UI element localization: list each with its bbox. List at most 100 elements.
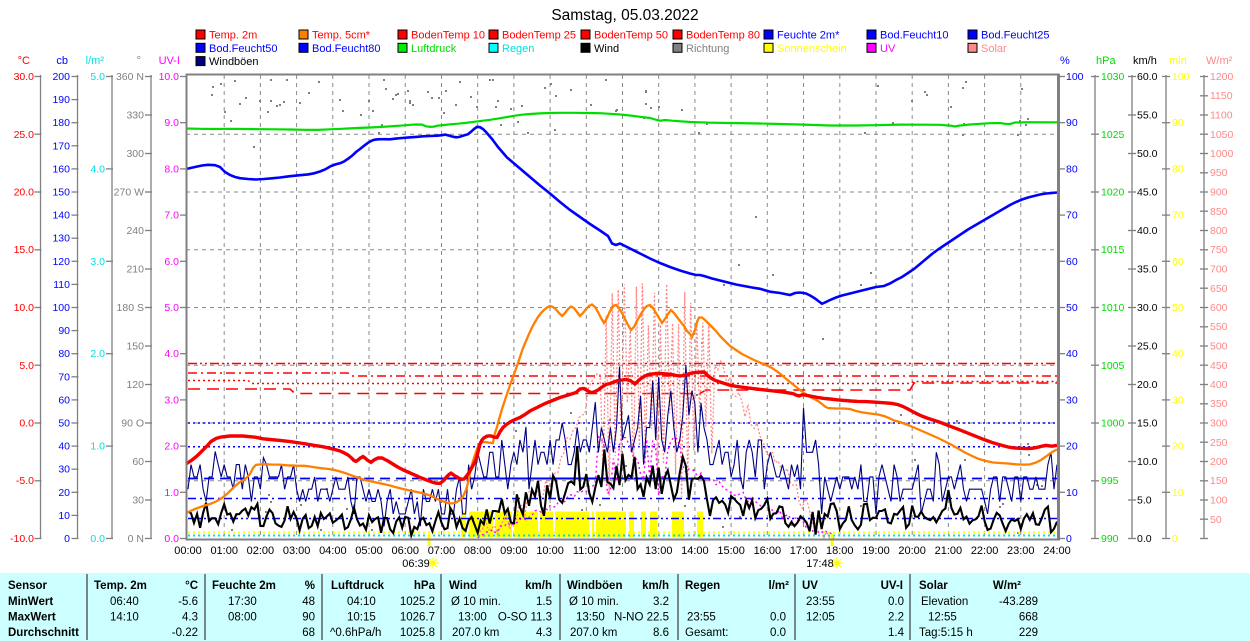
- svg-text:1005: 1005: [1101, 360, 1125, 372]
- svg-text:500: 500: [1210, 341, 1228, 353]
- svg-text:200: 200: [1210, 456, 1228, 468]
- svg-text:12:00: 12:00: [609, 545, 637, 557]
- svg-text:850: 850: [1210, 206, 1228, 218]
- svg-text:Feuchte 2m*: Feuchte 2m*: [777, 30, 840, 42]
- svg-text:UV-I: UV-I: [159, 55, 180, 67]
- svg-text:20.0: 20.0: [1137, 379, 1158, 391]
- svg-text:160: 160: [52, 163, 70, 175]
- svg-text:BodenTemp 50: BodenTemp 50: [594, 30, 668, 42]
- svg-text:10: 10: [58, 510, 70, 522]
- svg-text:150: 150: [52, 187, 70, 199]
- svg-text:Ø 10 min.: Ø 10 min.: [451, 596, 501, 608]
- svg-text:80: 80: [1066, 163, 1078, 175]
- svg-text:40: 40: [1066, 348, 1078, 360]
- svg-text:8.0: 8.0: [164, 163, 179, 175]
- svg-text:3.0: 3.0: [90, 256, 105, 268]
- svg-text:Bod.Feucht80: Bod.Feucht80: [312, 43, 381, 55]
- svg-text:BodenTemp 10: BodenTemp 10: [411, 30, 485, 42]
- svg-text:km/h: km/h: [1133, 55, 1157, 67]
- svg-text:40: 40: [58, 441, 70, 453]
- svg-text:13:00: 13:00: [645, 545, 673, 557]
- svg-text:N-NO 22.5: N-NO 22.5: [614, 612, 669, 624]
- svg-text:240: 240: [126, 225, 144, 237]
- svg-text:1100: 1100: [1210, 110, 1233, 122]
- svg-text:1025.2: 1025.2: [400, 596, 435, 608]
- svg-text:20:00: 20:00: [898, 545, 926, 557]
- svg-text:10.0: 10.0: [159, 71, 180, 83]
- svg-text:2.0: 2.0: [164, 441, 179, 453]
- svg-text:170: 170: [52, 140, 70, 152]
- svg-text:70: 70: [1066, 210, 1078, 222]
- svg-text:20: 20: [58, 487, 70, 499]
- svg-text:Luftdruck: Luftdruck: [331, 580, 385, 592]
- svg-text:W/m²: W/m²: [1206, 55, 1233, 67]
- svg-text:60: 60: [58, 394, 70, 406]
- svg-text:190: 190: [52, 94, 70, 106]
- svg-text:0.0: 0.0: [164, 533, 179, 545]
- svg-text:60: 60: [1172, 256, 1184, 268]
- svg-text:40: 40: [1172, 348, 1184, 360]
- svg-text:%: %: [1060, 55, 1070, 67]
- svg-text:Bod.Feucht25: Bod.Feucht25: [981, 30, 1050, 42]
- svg-text:8.6: 8.6: [653, 627, 669, 639]
- svg-text:60: 60: [1066, 256, 1078, 268]
- svg-text:90: 90: [1172, 117, 1184, 129]
- svg-text:60.0: 60.0: [1137, 71, 1158, 83]
- svg-text:-10.0: -10.0: [10, 533, 34, 545]
- svg-text:0: 0: [1172, 533, 1178, 545]
- svg-text:10:00: 10:00: [536, 545, 564, 557]
- svg-text:207.0 km: 207.0 km: [452, 627, 499, 639]
- svg-text:1050: 1050: [1210, 129, 1234, 141]
- svg-text:17:48: 17:48: [806, 558, 834, 570]
- svg-text:06:40: 06:40: [110, 596, 139, 608]
- svg-text:0.0: 0.0: [90, 533, 105, 545]
- svg-text:19:00: 19:00: [862, 545, 890, 557]
- svg-text:Tag:5:15 h: Tag:5:15 h: [919, 627, 973, 639]
- svg-text:668: 668: [1019, 612, 1038, 624]
- svg-text:0.0: 0.0: [19, 418, 34, 430]
- svg-text:1.5: 1.5: [536, 596, 552, 608]
- svg-text:450: 450: [1210, 360, 1228, 372]
- svg-text:UV-I: UV-I: [881, 580, 903, 592]
- svg-text:3.2: 3.2: [653, 596, 669, 608]
- svg-text:20: 20: [1066, 441, 1078, 453]
- svg-text:4.3: 4.3: [182, 612, 198, 624]
- svg-text:30: 30: [58, 464, 70, 476]
- svg-text:0 N: 0 N: [128, 533, 144, 545]
- svg-text:cb: cb: [56, 55, 68, 67]
- svg-text:300: 300: [126, 148, 144, 160]
- svg-text:50.0: 50.0: [1137, 148, 1158, 160]
- svg-text:2.0: 2.0: [90, 348, 105, 360]
- svg-text:1020: 1020: [1101, 187, 1125, 199]
- svg-text:Solar: Solar: [919, 580, 948, 592]
- svg-text:Feuchte 2m: Feuchte 2m: [212, 580, 276, 592]
- svg-text:200: 200: [52, 71, 70, 83]
- svg-text:W/m²: W/m²: [993, 580, 1021, 592]
- svg-text:900: 900: [1210, 187, 1228, 199]
- svg-text:05:00: 05:00: [355, 545, 383, 557]
- svg-text:Bod.Feucht10: Bod.Feucht10: [880, 30, 949, 42]
- svg-text:140: 140: [52, 210, 70, 222]
- svg-text:Temp. 2m: Temp. 2m: [94, 580, 147, 592]
- svg-text:Temp. 2m: Temp. 2m: [209, 30, 257, 42]
- svg-text:10.0: 10.0: [14, 302, 35, 314]
- svg-text:210: 210: [126, 264, 144, 276]
- svg-text:700: 700: [1210, 264, 1228, 276]
- svg-text:100: 100: [52, 302, 70, 314]
- svg-text:O-SO 11.3: O-SO 11.3: [498, 612, 552, 624]
- svg-text:4.0: 4.0: [164, 348, 179, 360]
- svg-text:1.4: 1.4: [888, 627, 905, 639]
- svg-text:hPa: hPa: [1096, 55, 1116, 67]
- svg-text:4.0: 4.0: [90, 163, 105, 175]
- svg-text:180: 180: [52, 117, 70, 129]
- svg-text:10: 10: [1172, 487, 1184, 499]
- svg-text:990: 990: [1101, 533, 1119, 545]
- svg-text:°C: °C: [18, 55, 30, 67]
- svg-text:100: 100: [1172, 71, 1190, 83]
- svg-text:25.0: 25.0: [14, 129, 35, 141]
- svg-text:80: 80: [58, 348, 70, 360]
- svg-text:70: 70: [58, 371, 70, 383]
- svg-text:17:00: 17:00: [790, 545, 818, 557]
- svg-text:20.0: 20.0: [14, 187, 35, 199]
- svg-text:Gesamt:: Gesamt:: [685, 627, 728, 639]
